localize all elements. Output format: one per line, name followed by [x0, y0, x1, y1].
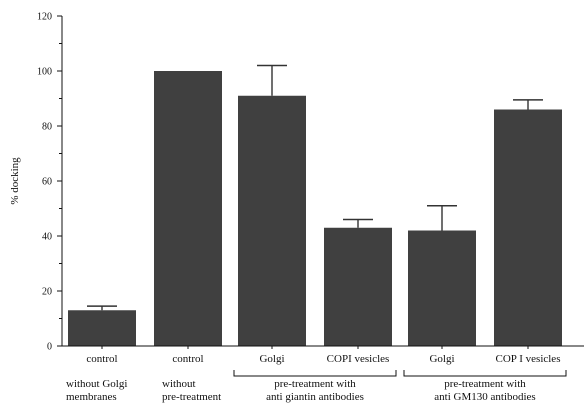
group-label-line: without Golgi — [66, 378, 127, 390]
bar — [154, 71, 222, 346]
y-tick-label: 60 — [42, 177, 52, 188]
group-label-line: pre-treatment — [162, 391, 221, 403]
x-category-label: COP I vesicles — [496, 353, 561, 365]
group-label-line: without — [162, 378, 196, 390]
group-bracket — [233, 370, 397, 377]
group-label-line: pre-treatment with — [444, 378, 526, 390]
x-category-label: Golgi — [429, 353, 454, 365]
x-category-label: control — [172, 353, 203, 365]
bar — [324, 227, 392, 346]
group-label-line: membranes — [66, 391, 117, 403]
x-category-labels: control control Golgi COPI vesicles Golgi COP… — [86, 346, 560, 365]
y-tick-label: 0 — [47, 342, 52, 353]
bars — [68, 71, 562, 346]
group-labels: without Golgimembraneswithoutpre-treatme… — [66, 370, 567, 403]
y-tick-label: 120 — [37, 12, 52, 23]
y-tick-label: 20 — [42, 287, 52, 298]
y-tick-label: 40 — [42, 232, 52, 243]
y-tick-label: 100 — [37, 67, 52, 78]
x-category-label: Golgi — [259, 353, 284, 365]
x-category-label: COPI vesicles — [327, 353, 390, 365]
group-label-line: anti giantin antibodies — [266, 391, 364, 403]
group-label-line: pre-treatment with — [274, 378, 356, 390]
bar — [238, 95, 306, 346]
y-axis-label: % docking — [9, 157, 21, 205]
error-bars — [87, 64, 543, 311]
group-bracket — [403, 370, 567, 377]
group-label-line: anti GM130 antibodies — [434, 391, 535, 403]
bar — [408, 230, 476, 346]
y-ticks: 0 20 40 60 80 100 120 — [37, 12, 62, 353]
bar — [68, 310, 136, 346]
bar — [494, 109, 562, 346]
x-category-label: control — [86, 353, 117, 365]
y-tick-label: 80 — [42, 122, 52, 133]
